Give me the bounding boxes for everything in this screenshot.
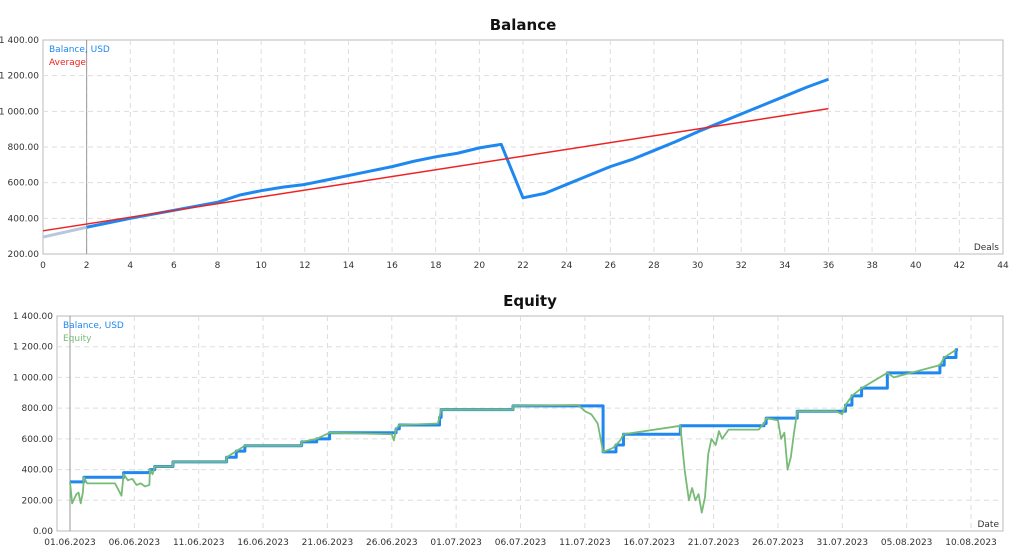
x-tick-label: 12 bbox=[299, 261, 310, 271]
y-tick-label: 600.00 bbox=[22, 435, 54, 445]
y-tick-label: 800.00 bbox=[8, 143, 40, 153]
chart-balance: Balance 200.00 400.00 600.00 800.00 1 000.00 1… bbox=[0, 16, 1009, 271]
x-tick-label: 26.07.2023 bbox=[752, 538, 804, 548]
y-tick-label: 400.00 bbox=[22, 466, 54, 476]
y-tick-label: 0.00 bbox=[33, 527, 53, 537]
x-tick-label: 31.07.2023 bbox=[817, 538, 869, 548]
y-tick-label: 1 200.00 bbox=[0, 72, 39, 82]
x-tick-label: 8 bbox=[215, 261, 221, 271]
x-tick-label: 18 bbox=[430, 261, 442, 271]
y-tick-label: 1 000.00 bbox=[0, 107, 39, 117]
x-tick-label: 30 bbox=[692, 261, 704, 271]
x-tick-label: 28 bbox=[648, 261, 660, 271]
x-tick-label: 26.06.2023 bbox=[366, 538, 418, 548]
x-tick-label: 10 bbox=[255, 261, 267, 271]
x-tick-label: 20 bbox=[474, 261, 486, 271]
x-tick-label: 40 bbox=[910, 261, 922, 271]
x-tick-label: 06.07.2023 bbox=[495, 538, 547, 548]
plot-area bbox=[56, 315, 1004, 532]
series-line-average bbox=[42, 107, 829, 232]
y-tick-label: 400.00 bbox=[8, 214, 40, 224]
x-axis-label: Deals bbox=[974, 243, 999, 253]
x-tick-label: 01.06.2023 bbox=[44, 538, 96, 548]
x-tick-label: 36 bbox=[823, 261, 835, 271]
legend-entry: Balance, USD bbox=[49, 45, 110, 55]
series-line-initial bbox=[42, 225, 87, 239]
x-axis-label: Date bbox=[977, 520, 999, 530]
x-tick-label: 05.08.2023 bbox=[881, 538, 933, 548]
x-tick-label: 2 bbox=[84, 261, 90, 271]
x-tick-label: 44 bbox=[997, 261, 1009, 271]
x-tick-label: 22 bbox=[517, 261, 528, 271]
x-tick-label: 24 bbox=[561, 261, 573, 271]
x-tick-label: 38 bbox=[866, 261, 878, 271]
x-tick-label: 11.07.2023 bbox=[559, 538, 611, 548]
legend-entry: Equity bbox=[63, 334, 92, 344]
x-tick-label: 06.06.2023 bbox=[109, 538, 161, 548]
chart-title: Equity bbox=[503, 292, 557, 310]
series-line-balance-usd bbox=[86, 77, 829, 229]
legend-entry: Average bbox=[49, 58, 86, 68]
series-line-equity bbox=[69, 349, 957, 514]
chart-title: Balance bbox=[490, 16, 557, 34]
x-tick-label: 16.06.2023 bbox=[237, 538, 289, 548]
x-tick-label: 16.07.2023 bbox=[623, 538, 675, 548]
x-tick-label: 26 bbox=[605, 261, 617, 271]
x-tick-label: 0 bbox=[40, 261, 46, 271]
y-tick-label: 800.00 bbox=[22, 404, 54, 414]
y-tick-label: 1 000.00 bbox=[13, 373, 53, 383]
x-tick-label: 21.06.2023 bbox=[302, 538, 354, 548]
y-tick-label: 1 200.00 bbox=[13, 343, 53, 353]
y-tick-label: 200.00 bbox=[22, 496, 54, 506]
x-tick-label: 14 bbox=[343, 261, 355, 271]
chart-equity: Equity 0.00 200.00 400.00 600.00 800.00 1 000.… bbox=[13, 292, 1004, 548]
x-tick-label: 6 bbox=[171, 261, 177, 271]
x-tick-label: 11.06.2023 bbox=[173, 538, 225, 548]
y-tick-label: 200.00 bbox=[8, 250, 40, 260]
x-tick-label: 01.07.2023 bbox=[430, 538, 482, 548]
x-tick-label: 4 bbox=[127, 261, 133, 271]
x-tick-label: 10.08.2023 bbox=[945, 538, 997, 548]
x-tick-label: 16 bbox=[386, 261, 398, 271]
y-tick-label: 1 400.00 bbox=[13, 312, 53, 322]
x-tick-label: 32 bbox=[735, 261, 746, 271]
y-tick-label: 600.00 bbox=[8, 179, 40, 189]
x-tick-label: 21.07.2023 bbox=[688, 538, 740, 548]
y-tick-label: 1 400.00 bbox=[0, 36, 39, 46]
legend-entry: Balance, USD bbox=[63, 321, 124, 331]
x-tick-label: 34 bbox=[779, 261, 791, 271]
x-tick-label: 42 bbox=[954, 261, 965, 271]
